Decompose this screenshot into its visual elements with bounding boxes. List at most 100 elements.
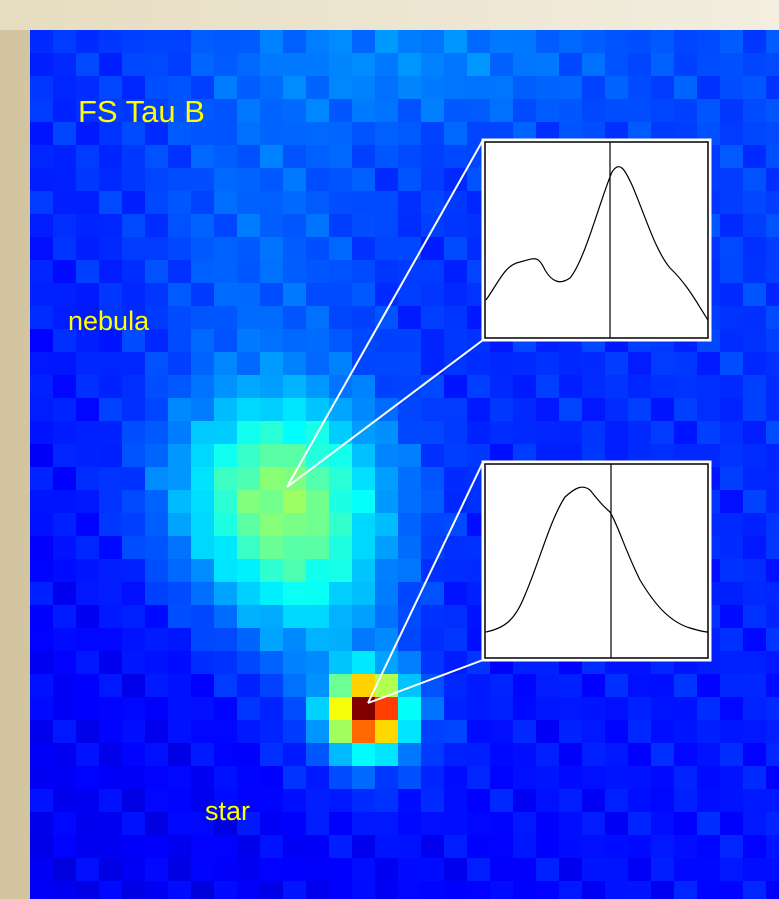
pixel: [30, 214, 53, 237]
pixel: [421, 858, 444, 881]
pixel: [122, 605, 145, 628]
pixel: [467, 835, 490, 858]
pixel: [421, 30, 444, 53]
pixel: [30, 122, 53, 145]
pixel: [260, 881, 283, 899]
pixel: [697, 398, 720, 421]
pixel: [145, 237, 168, 260]
pixel: [168, 237, 191, 260]
pixel: [398, 191, 421, 214]
pixel: [743, 421, 766, 444]
pixel: [421, 835, 444, 858]
pixel: [421, 421, 444, 444]
pixel: [352, 444, 375, 467]
pixel: [536, 375, 559, 398]
pixel: [490, 789, 513, 812]
pixel: [398, 720, 421, 743]
pixel: [559, 352, 582, 375]
pixel: [329, 812, 352, 835]
pixel: [674, 398, 697, 421]
pixel: [99, 398, 122, 421]
pixel: [260, 697, 283, 720]
pixel: [306, 789, 329, 812]
pixel: [329, 582, 352, 605]
pixel: [536, 697, 559, 720]
pixel: [720, 881, 743, 899]
pixel: [628, 421, 651, 444]
pixel: [467, 674, 490, 697]
pixel: [237, 559, 260, 582]
pixel: [605, 99, 628, 122]
pixel: [329, 53, 352, 76]
pixel: [30, 444, 53, 467]
pixel: [145, 444, 168, 467]
pixel: [145, 605, 168, 628]
pixel: [53, 513, 76, 536]
pixel: [306, 720, 329, 743]
pixel: [490, 858, 513, 881]
pixel: [214, 283, 237, 306]
pixel: [766, 605, 779, 628]
pixel: [352, 812, 375, 835]
pixel: [329, 881, 352, 899]
pixel: [306, 605, 329, 628]
pixel: [352, 145, 375, 168]
pixel: [191, 53, 214, 76]
pixel: [628, 743, 651, 766]
pixel: [260, 651, 283, 674]
pixel: [766, 651, 779, 674]
pixel: [168, 789, 191, 812]
pixel: [168, 30, 191, 53]
pixel: [99, 720, 122, 743]
pixel: [421, 490, 444, 513]
pixel: [260, 237, 283, 260]
pixel: [53, 421, 76, 444]
pixel: [444, 398, 467, 421]
pixel: [191, 260, 214, 283]
pixel: [168, 306, 191, 329]
pixel: [352, 168, 375, 191]
pixel: [122, 674, 145, 697]
pixel: [76, 352, 99, 375]
pixel: [30, 99, 53, 122]
pixel: [76, 697, 99, 720]
pixel: [145, 789, 168, 812]
pixel: [513, 743, 536, 766]
pixel: [122, 490, 145, 513]
pixel: [237, 398, 260, 421]
pixel: [444, 53, 467, 76]
pixel: [53, 835, 76, 858]
pixel: [766, 812, 779, 835]
pixel: [352, 306, 375, 329]
pixel: [260, 53, 283, 76]
pixel: [53, 260, 76, 283]
pixel: [536, 812, 559, 835]
pixel: [191, 720, 214, 743]
pixel: [421, 651, 444, 674]
pixel: [444, 605, 467, 628]
pixel: [168, 398, 191, 421]
pixel: [398, 559, 421, 582]
pixel: [145, 513, 168, 536]
pixel: [743, 214, 766, 237]
pixel: [559, 766, 582, 789]
pixel: [145, 766, 168, 789]
pixel: [76, 191, 99, 214]
pixel: [444, 260, 467, 283]
pixel: [191, 766, 214, 789]
pixel: [53, 375, 76, 398]
pixel: [191, 214, 214, 237]
pixel: [214, 835, 237, 858]
pixel: [237, 76, 260, 99]
pixel: [444, 145, 467, 168]
pixel: [145, 697, 168, 720]
pixel: [122, 352, 145, 375]
pixel: [444, 674, 467, 697]
pixel: [720, 582, 743, 605]
pixel: [191, 283, 214, 306]
pixel: [467, 375, 490, 398]
pixel: [628, 881, 651, 899]
pixel: [30, 720, 53, 743]
pixel: [582, 421, 605, 444]
pixel: [53, 559, 76, 582]
